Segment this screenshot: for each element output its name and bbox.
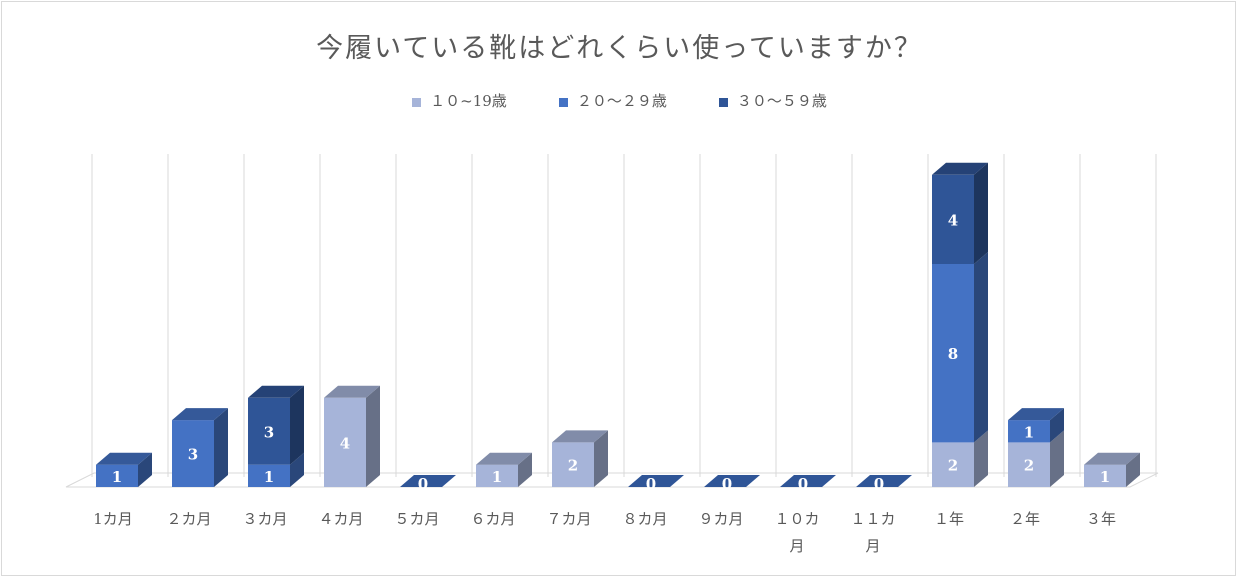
bar-side	[1126, 452, 1140, 487]
data-label: 0	[798, 475, 808, 493]
bar-zero	[704, 475, 760, 487]
bar-top	[1084, 452, 1140, 465]
chart-legend: １０~19歳 ２０～２９歳 ３０～５９歳	[0, 90, 1239, 111]
bar-side	[214, 408, 228, 487]
bar-segment	[1008, 442, 1050, 487]
bar-side	[290, 452, 304, 487]
bar-segment	[248, 397, 290, 465]
x-tick-label: ６カ月	[470, 510, 515, 528]
data-label: 0	[646, 475, 656, 493]
x-tick-label: ２カ月	[166, 510, 211, 528]
bar-segment	[552, 442, 594, 487]
bar-top	[96, 452, 152, 465]
legend-item: ２０～２９歳	[558, 90, 667, 111]
data-label: 1	[1100, 468, 1110, 486]
data-label: 4	[948, 211, 958, 229]
data-label: 1	[1024, 423, 1034, 441]
x-tick-label: ４カ月	[318, 510, 363, 528]
data-label: 2	[948, 457, 958, 475]
bar-segment	[1008, 420, 1050, 443]
data-label: 1	[492, 468, 502, 486]
x-tick-label: ３カ月	[242, 510, 287, 528]
bar-zero	[856, 475, 912, 487]
legend-item: ３０～５９歳	[718, 90, 827, 111]
bar-side	[594, 430, 608, 487]
data-label: 2	[1024, 457, 1034, 475]
data-label: 1	[112, 468, 122, 486]
x-tick-label: ３年	[1086, 510, 1116, 528]
bar-side	[1050, 430, 1064, 487]
x-tick-label: １０カ	[774, 510, 819, 528]
x-tick-label: 月	[789, 537, 804, 555]
bar-side	[974, 430, 988, 487]
bar-zero	[628, 475, 684, 487]
bar-side	[1050, 408, 1064, 443]
data-label: 3	[264, 423, 274, 441]
x-tick-label: １年	[934, 510, 964, 528]
chart-floor	[65, 472, 1159, 488]
bar-segment	[324, 397, 366, 487]
bar-top	[324, 385, 380, 398]
data-label: 8	[948, 345, 958, 363]
bar-top	[932, 162, 988, 175]
legend-label: ３０～５９歳	[736, 92, 827, 110]
data-label: 1	[264, 468, 274, 486]
x-tick-label: ７カ月	[546, 510, 591, 528]
legend-label: １０~19歳	[430, 92, 507, 110]
x-tick-label: 月	[865, 537, 880, 555]
x-tick-label: ９カ月	[698, 510, 743, 528]
chart-title: 今履いている靴はどれくらい使っていますか？	[316, 33, 923, 64]
bar-segment	[932, 264, 974, 443]
bar-top	[248, 385, 304, 398]
x-tick-label: ８カ月	[622, 510, 667, 528]
bar-zero	[780, 475, 836, 487]
legend-label: ２０～２９歳	[576, 92, 667, 110]
bar-side	[974, 252, 988, 443]
bar-segment	[932, 174, 974, 264]
bar-top	[476, 452, 532, 465]
bar-top	[1008, 408, 1064, 421]
bar-zero	[400, 475, 456, 487]
bar-segment	[96, 464, 138, 487]
x-tick-label: ２年	[1010, 510, 1040, 528]
bar-side	[974, 162, 988, 264]
bar-top	[552, 430, 608, 443]
bar-segment	[476, 464, 518, 487]
x-tick-label: 1カ月	[93, 510, 133, 528]
x-tick-label: ５カ月	[394, 510, 439, 528]
x-tick-label: １１カ	[850, 510, 895, 528]
bar-side	[366, 385, 380, 487]
bar-side	[138, 452, 152, 487]
data-label: 0	[418, 475, 428, 493]
data-label: 0	[874, 475, 884, 493]
data-label: 2	[568, 457, 578, 475]
data-label: 4	[340, 434, 350, 452]
data-label: 3	[188, 446, 198, 464]
bar-segment	[932, 442, 974, 487]
bar-segment	[1084, 464, 1126, 487]
bar-side	[290, 385, 304, 465]
bar-segment	[248, 464, 290, 487]
bar-segment	[172, 420, 214, 487]
legend-swatch	[412, 97, 422, 107]
legend-swatch	[558, 97, 568, 107]
legend-swatch	[718, 97, 728, 107]
bar-side	[518, 452, 532, 487]
bar-top	[172, 408, 228, 421]
data-label: 0	[722, 475, 732, 493]
legend-item: １０~19歳	[412, 90, 507, 111]
